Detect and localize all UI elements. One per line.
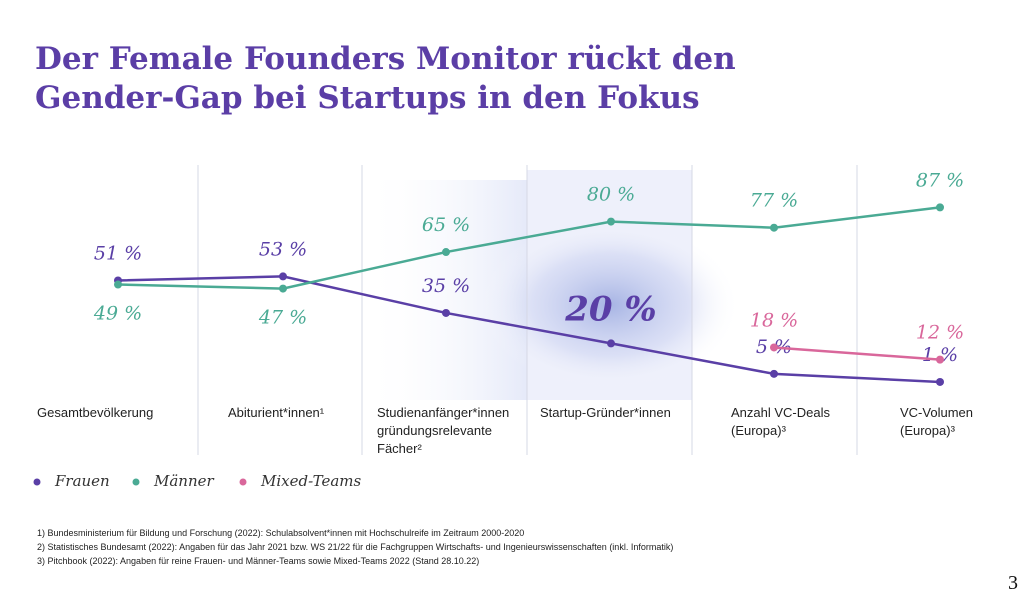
- legend-label: Frauen: [54, 472, 110, 490]
- value-label: 1 %: [922, 344, 958, 366]
- legend-marker: [132, 478, 140, 486]
- category-label: Anzahl VC-Deals (Europa)³: [731, 405, 830, 438]
- value-label: 65 %: [422, 214, 470, 236]
- value-label: 80 %: [587, 184, 635, 206]
- value-label: 49 %: [93, 303, 142, 325]
- data-point: [442, 308, 450, 317]
- footnote: 1) Bundesministerium für Bildung und For…: [37, 528, 525, 538]
- legend-label: Männer: [153, 472, 215, 490]
- series-line: [117, 206, 941, 290]
- category-label: Abiturient*innen¹: [228, 405, 325, 420]
- series-line: [773, 346, 941, 361]
- title-line: Der Female Founders Monitor rückt den: [35, 41, 736, 77]
- value-label: 47 %: [258, 307, 307, 329]
- title-line: Gender-Gap bei Startups in den Fokus: [35, 80, 700, 116]
- value-label: 53 %: [259, 238, 307, 260]
- data-point: [936, 203, 944, 212]
- data-point: [936, 377, 944, 386]
- data-point: [607, 217, 615, 226]
- category-label: Gesamtbevölkerung: [37, 405, 154, 420]
- value-label: 77 %: [750, 190, 798, 212]
- legend-marker: [239, 478, 247, 486]
- data-point: [770, 223, 778, 232]
- page-number: 3: [1008, 572, 1018, 594]
- data-point: [770, 369, 778, 378]
- value-label: 51 %: [94, 242, 142, 264]
- data-point: [770, 343, 778, 352]
- category-label: Startup-Gründer*innen: [540, 405, 671, 420]
- category-label: Studienanfänger*innen gründungsrelevante…: [377, 405, 510, 456]
- series-line: [117, 275, 941, 384]
- separators: [197, 165, 858, 455]
- data-point: [279, 284, 287, 293]
- title: Der Female Founders Monitor rückt den Ge…: [35, 40, 736, 118]
- data-point: [607, 339, 615, 348]
- data-point: [442, 248, 450, 257]
- category-label: VC-Volumen (Europa)³: [900, 405, 973, 438]
- value-label: 87 %: [916, 169, 964, 191]
- data-point: [279, 272, 287, 281]
- footnote: 3) Pitchbook (2022): Angaben für reine F…: [37, 556, 480, 566]
- data-point: [936, 355, 944, 364]
- value-label: 20 %: [564, 289, 656, 329]
- legend-marker: [33, 478, 41, 486]
- value-label: 18 %: [750, 309, 798, 331]
- value-label: 35 %: [422, 275, 470, 297]
- legend-label: Mixed-Teams: [260, 472, 362, 490]
- data-point: [114, 280, 122, 289]
- value-label: 12 %: [916, 322, 964, 344]
- highlight-glow: [480, 220, 740, 390]
- footnote: 2) Statistisches Bundesamt (2022): Angab…: [37, 542, 674, 552]
